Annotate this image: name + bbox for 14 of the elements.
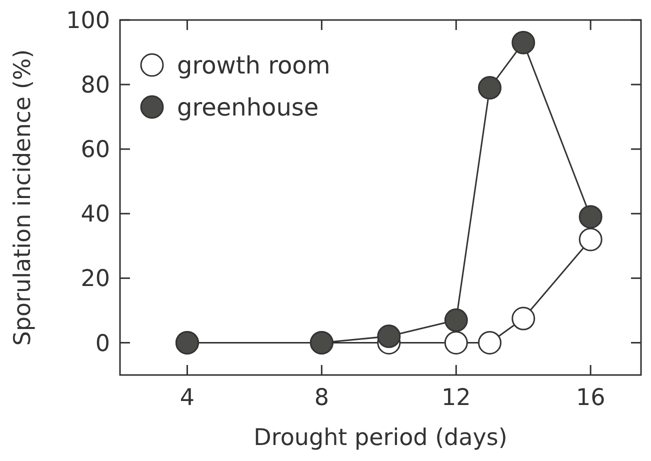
x-tick-label: 8	[314, 385, 329, 411]
x-tick-label: 12	[441, 385, 471, 411]
legend-label: greenhouse	[177, 93, 319, 122]
y-tick-label: 60	[80, 137, 110, 164]
x-tick-label: 16	[576, 385, 606, 411]
y-tick-label: 20	[80, 266, 110, 292]
y-axis-title: Sporulation incidence (%)	[10, 49, 36, 346]
legend-label: growth room	[177, 51, 330, 80]
y-tick-label: 80	[80, 72, 110, 99]
y-tick-label: 0	[95, 330, 110, 357]
x-tick-label: 4	[180, 385, 195, 411]
y-tick-label: 40	[80, 202, 110, 228]
y-tick-label: 100	[66, 8, 110, 34]
x-axis-title: Drought period (days)	[254, 425, 508, 451]
